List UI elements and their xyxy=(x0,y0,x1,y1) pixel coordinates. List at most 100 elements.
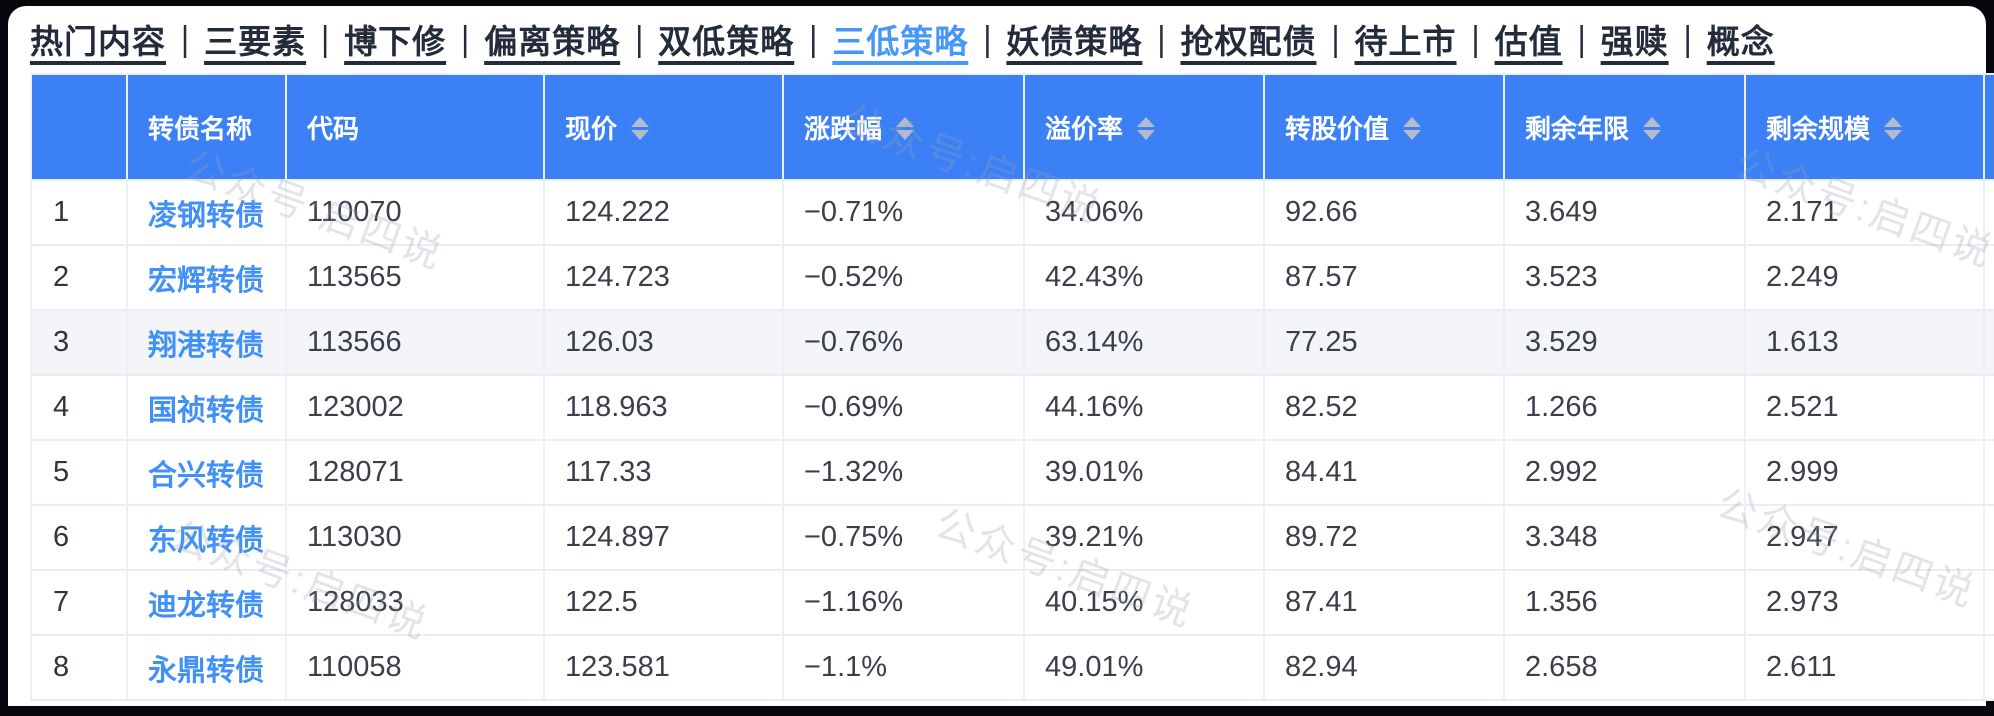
tab-separator: | xyxy=(983,18,992,59)
tab-separator: | xyxy=(461,18,470,59)
cell-price: 118.963 xyxy=(545,376,784,441)
tab-5[interactable]: 双低策略 xyxy=(658,23,795,60)
tab-separator: | xyxy=(181,18,190,59)
tab-separator: | xyxy=(1683,18,1692,59)
cell-conv_value: 87.41 xyxy=(1265,571,1505,636)
tab-11[interactable]: 强赎 xyxy=(1600,23,1669,60)
cell-code: 128071 xyxy=(287,441,545,506)
header-row: 转债名称 代码 现价 涨跌幅 溢价率 转股价值 剩余年限 剩余规模 xyxy=(30,73,1994,181)
tab-7[interactable]: 妖债策略 xyxy=(1006,23,1143,60)
cell-code: 110058 xyxy=(287,636,545,701)
cell-conv_value: 82.94 xyxy=(1265,636,1505,701)
cell-price: 124.222 xyxy=(545,181,784,246)
cell-premium: 49.01% xyxy=(1025,636,1265,701)
tab-2[interactable]: 三要素 xyxy=(204,23,307,60)
bond-name-link[interactable]: 翔港转债 xyxy=(148,329,265,362)
tab-separator: | xyxy=(809,18,818,59)
cell-size: 2.999 xyxy=(1746,441,1985,506)
cell-price: 122.5 xyxy=(545,571,784,636)
cell-price: 124.723 xyxy=(545,246,784,311)
column-label: 代码 xyxy=(307,113,360,144)
cell-premium: 44.16% xyxy=(1025,376,1265,441)
column-label: 涨跌幅 xyxy=(804,113,883,144)
bond-name-link[interactable]: 永鼎转债 xyxy=(148,654,265,687)
cell-size: 2.947 xyxy=(1746,506,1985,571)
sort-caret-icon xyxy=(631,117,650,141)
cell-code: 113566 xyxy=(287,311,545,376)
table-row: 3 翔港转债 113566 126.03 −0.76% 63.14% 77.25 3.529 1… xyxy=(30,311,1994,376)
cell-index: 7 xyxy=(30,571,128,636)
column-header-8[interactable]: 剩余规模 xyxy=(1746,73,1985,181)
bond-name-link[interactable]: 宏辉转债 xyxy=(148,264,265,297)
column-label: 现价 xyxy=(565,113,618,144)
column-label: 转股价值 xyxy=(1285,113,1390,144)
cell-name: 东风转债 xyxy=(128,506,287,571)
cell-years: 2.992 xyxy=(1505,441,1746,506)
column-header-5[interactable]: 溢价率 xyxy=(1025,73,1265,181)
sort-caret-icon xyxy=(1884,117,1903,141)
cell-premium: 42.43% xyxy=(1025,246,1265,311)
cell-change: −0.71% xyxy=(784,181,1025,246)
tab-8[interactable]: 抢权配债 xyxy=(1180,23,1317,60)
cell-cutoff xyxy=(1985,246,1994,311)
cell-index: 8 xyxy=(30,636,128,701)
table-row: 7 迪龙转债 128033 122.5 −1.16% 40.15% 87.41 1.356 2.… xyxy=(30,571,1994,636)
cell-price: 126.03 xyxy=(545,311,784,376)
cell-premium: 39.21% xyxy=(1025,506,1265,571)
bond-name-link[interactable]: 东风转债 xyxy=(148,524,265,557)
tab-3[interactable]: 博下修 xyxy=(344,23,447,60)
cell-index: 3 xyxy=(30,311,128,376)
bond-name-link[interactable]: 合兴转债 xyxy=(148,459,265,492)
cell-conv_value: 87.57 xyxy=(1265,246,1505,311)
cell-change: −1.1% xyxy=(784,636,1025,701)
column-label: 剩余规模 xyxy=(1766,113,1871,144)
cell-name: 宏辉转债 xyxy=(128,246,287,311)
cell-name: 国祯转债 xyxy=(128,376,287,441)
cell-years: 1.356 xyxy=(1505,571,1746,636)
column-header-3[interactable]: 现价 xyxy=(545,73,784,181)
cell-years: 2.658 xyxy=(1505,636,1746,701)
column-label: 转债名称 xyxy=(148,113,253,144)
cell-price: 124.897 xyxy=(545,506,784,571)
tab-separator: | xyxy=(1471,18,1480,59)
cell-years: 3.529 xyxy=(1505,311,1746,376)
cell-cutoff xyxy=(1985,571,1994,636)
tab-9[interactable]: 待上市 xyxy=(1354,23,1457,60)
cell-cutoff xyxy=(1985,181,1994,246)
bond-name-link[interactable]: 凌钢转债 xyxy=(148,199,265,232)
table-row: 8 永鼎转债 110058 123.581 −1.1% 49.01% 82.94 2.658 2… xyxy=(30,636,1994,701)
column-header-6[interactable]: 转股价值 xyxy=(1265,73,1505,181)
column-label: 剩余年限 xyxy=(1525,113,1630,144)
bond-name-link[interactable]: 迪龙转债 xyxy=(148,589,265,622)
tab-6-active[interactable]: 三低策略 xyxy=(832,23,969,60)
table-row: 6 东风转债 113030 124.897 −0.75% 39.21% 89.72 3.348… xyxy=(30,506,1994,571)
content-card: 热门内容 | 三要素 | 博下修 | 偏离策略 | 双低策略 | 三低策略 | 妖债策略 | 抢权配债 | 待上… xyxy=(8,6,1994,706)
column-header-4[interactable]: 涨跌幅 xyxy=(784,73,1025,181)
cell-name: 迪龙转债 xyxy=(128,571,287,636)
tab-1[interactable]: 热门内容 xyxy=(30,23,166,60)
tab-10[interactable]: 估值 xyxy=(1494,23,1563,60)
sort-caret-icon xyxy=(1137,117,1156,141)
strategy-tabs: 热门内容 | 三要素 | 博下修 | 偏离策略 | 双低策略 | 三低策略 | 妖债策略 | 抢权配债 | 待上… xyxy=(30,10,1775,68)
tab-separator: | xyxy=(1331,18,1340,59)
sort-caret-icon xyxy=(1643,117,1662,141)
cell-name: 翔港转债 xyxy=(128,311,287,376)
cell-code: 123002 xyxy=(287,376,545,441)
table-row: 5 合兴转债 128071 117.33 −1.32% 39.01% 84.41 2.992 2… xyxy=(30,441,1994,506)
tab-12[interactable]: 概念 xyxy=(1706,23,1775,60)
bond-name-link[interactable]: 国祯转债 xyxy=(148,394,265,427)
tab-4[interactable]: 偏离策略 xyxy=(484,23,621,60)
cell-premium: 63.14% xyxy=(1025,311,1265,376)
sort-caret-icon xyxy=(896,117,915,141)
cell-price: 123.581 xyxy=(545,636,784,701)
cell-code: 110070 xyxy=(287,181,545,246)
cell-index: 6 xyxy=(30,506,128,571)
column-header-index xyxy=(30,73,128,181)
cell-cutoff xyxy=(1985,311,1994,376)
cell-years: 1.266 xyxy=(1505,376,1746,441)
cell-change: −0.52% xyxy=(784,246,1025,311)
column-header-7[interactable]: 剩余年限 xyxy=(1505,73,1746,181)
table-row: 2 宏辉转债 113565 124.723 −0.52% 42.43% 87.57 3.523… xyxy=(30,246,1994,311)
cell-size: 2.171 xyxy=(1746,181,1985,246)
